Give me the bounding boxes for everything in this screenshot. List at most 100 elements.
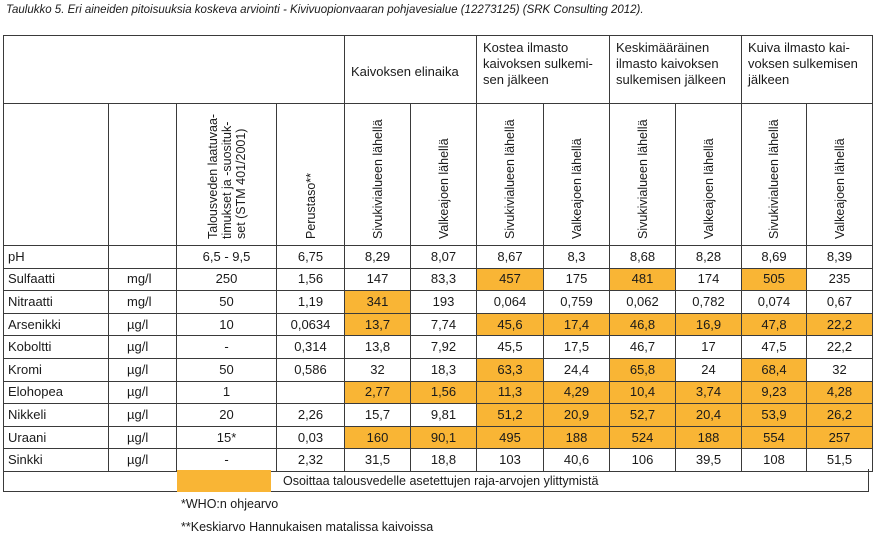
value-cell: 2,26	[276, 403, 345, 427]
value-cell: 6,5 - 9,5	[176, 245, 277, 269]
group-header-dry-climate: Kuiva ilmasto kai-voksen sulkemisen jälk…	[741, 35, 873, 104]
subheader-side-rock: Sivukivialueen lähellä	[344, 103, 411, 246]
highlight-swatch	[177, 469, 271, 492]
value-cell-exceeds: 20,9	[543, 403, 610, 427]
value-cell: 22,2	[806, 335, 873, 359]
table-row: Arsenikki µg/l 10 0,0634 13,7 7,74 45,6 17,4 46,…	[3, 312, 873, 337]
value-cell: 45,5	[476, 335, 544, 359]
value-cell: 18,3	[410, 357, 477, 382]
value-cell-exceeds: 341	[344, 290, 411, 314]
substance-name: Koboltti	[3, 335, 109, 359]
unit-cell: mg/l	[108, 267, 177, 292]
value-cell: 8,68	[609, 245, 676, 269]
value-cell: 250	[176, 267, 277, 292]
value-cell: 50	[176, 290, 277, 314]
table-row: Kromi µg/l 50 0,586 32 18,3 63,3 24,4 65,8 24 68,4…	[3, 357, 873, 382]
legend-who-note: *WHO:n ohjearvo	[181, 496, 279, 511]
value-cell: 175	[543, 267, 610, 292]
table-row: pH 6,5 - 9,5 6,75 8,29 8,07 8,67 8,3 8,68 8,28 8,…	[3, 245, 873, 269]
value-cell: 0,03	[276, 425, 345, 450]
value-cell: 1	[176, 380, 277, 405]
value-cell: 15,7	[344, 403, 411, 427]
value-cell: 0,074	[741, 290, 807, 314]
subheader-valkeajoki: Valkeajoen lähellä	[806, 103, 873, 246]
value-cell: 8,07	[410, 245, 477, 269]
value-cell: 47,5	[741, 335, 807, 359]
subheader-side-rock: Sivukivialueen lähellä	[741, 103, 807, 246]
value-cell-exceeds: 1,56	[410, 380, 477, 405]
value-cell: 8,29	[344, 245, 411, 269]
value-cell: 174	[675, 267, 742, 292]
value-cell: 50	[176, 357, 277, 382]
value-cell-exceeds: 52,7	[609, 403, 676, 427]
subheader-valkeajoki: Valkeajoen lähellä	[675, 103, 742, 246]
substance-name: Nikkeli	[3, 403, 109, 427]
value-cell: 10	[176, 312, 277, 337]
value-cell	[276, 380, 345, 405]
value-cell: 0,586	[276, 357, 345, 382]
value-cell-exceeds: 17,4	[543, 312, 610, 337]
unit-cell: µg/l	[108, 312, 177, 337]
substance-name: Nitraatti	[3, 290, 109, 314]
value-cell-exceeds: 10,4	[609, 380, 676, 405]
subheader-valkeajoki: Valkeajoen lähellä	[410, 103, 477, 246]
value-cell-exceeds: 554	[741, 425, 807, 450]
header-empty-cell	[3, 35, 345, 104]
table-body: pH 6,5 - 9,5 6,75 8,29 8,07 8,67 8,3 8,68 8,28 8,…	[3, 245, 873, 472]
legend-border	[3, 469, 869, 492]
value-cell: 24,4	[543, 357, 610, 382]
value-cell-exceeds: 16,9	[675, 312, 742, 337]
substance-name: Kromi	[3, 357, 109, 382]
value-cell-exceeds: 4,29	[543, 380, 610, 405]
value-cell-exceeds: 26,2	[806, 403, 873, 427]
value-cell-exceeds: 257	[806, 425, 873, 450]
table-caption: Taulukko 5. Eri aineiden pitoisuuksia ko…	[6, 4, 644, 16]
table-row: Nitraatti mg/l 50 1,19 341 193 0,064 0,759 0,062…	[3, 290, 873, 314]
value-cell-exceeds: 20,4	[675, 403, 742, 427]
unit-cell	[108, 245, 177, 269]
subheader-empty	[108, 103, 177, 246]
subheader-valkeajoki: Valkeajoen lähellä	[543, 103, 610, 246]
value-cell: 51,5	[806, 448, 873, 472]
legend-avg-row: **Keskiarvo Hannukaisen matalissa kaivoi…	[177, 515, 598, 538]
value-cell: 1,19	[276, 290, 345, 314]
value-cell-exceeds: 11,3	[476, 380, 544, 405]
table-row: Koboltti µg/l -0,314 13,8 7,92 45,5 17,5 46,7 17…	[3, 335, 873, 359]
value-cell: 0,0634	[276, 312, 345, 337]
value-cell: 24	[675, 357, 742, 382]
value-cell: 0,67	[806, 290, 873, 314]
value-cell-exceeds: 2,77	[344, 380, 411, 405]
value-cell-exceeds: 4,28	[806, 380, 873, 405]
value-cell: 18,8	[410, 448, 477, 472]
value-cell: 2,32	[276, 448, 345, 472]
value-cell-exceeds: 188	[675, 425, 742, 450]
value-cell: 0,314	[276, 335, 345, 359]
group-header-mine-lifetime: Kaivoksen elinaika	[344, 35, 477, 104]
value-cell: 0,782	[675, 290, 742, 314]
value-cell-exceeds: 90,1	[410, 425, 477, 450]
group-header-humid-climate: Kostea ilmasto kaivoksen sulkemi-sen jäl…	[476, 35, 610, 104]
subheader-side-rock: Sivukivialueen lähellä	[609, 103, 676, 246]
substance-name: Elohopea	[3, 380, 109, 405]
value-cell: 13,8	[344, 335, 411, 359]
value-cell-exceeds: 160	[344, 425, 411, 450]
value-cell-exceeds: 51,2	[476, 403, 544, 427]
unit-cell: µg/l	[108, 403, 177, 427]
value-cell: 8,3	[543, 245, 610, 269]
value-cell-exceeds: 481	[609, 267, 676, 292]
legend-average-note: **Keskiarvo Hannukaisen matalissa kaivoi…	[181, 519, 434, 534]
value-cell: 9,81	[410, 403, 477, 427]
value-cell: 103	[476, 448, 544, 472]
value-cell-exceeds: 505	[741, 267, 807, 292]
value-cell: 235	[806, 267, 873, 292]
value-cell: 8,28	[675, 245, 742, 269]
value-cell: 83,3	[410, 267, 477, 292]
substance-name: Sinkki	[3, 448, 109, 472]
table-row: Sinkki µg/l -2,32 31,5 18,8 103 40,6 106 39,5 108…	[3, 448, 873, 472]
value-cell: 8,39	[806, 245, 873, 269]
value-cell-exceeds: 46,8	[609, 312, 676, 337]
value-cell-exceeds: 188	[543, 425, 610, 450]
value-cell: 1,56	[276, 267, 345, 292]
value-cell-exceeds: 457	[476, 267, 544, 292]
value-cell: 7,92	[410, 335, 477, 359]
